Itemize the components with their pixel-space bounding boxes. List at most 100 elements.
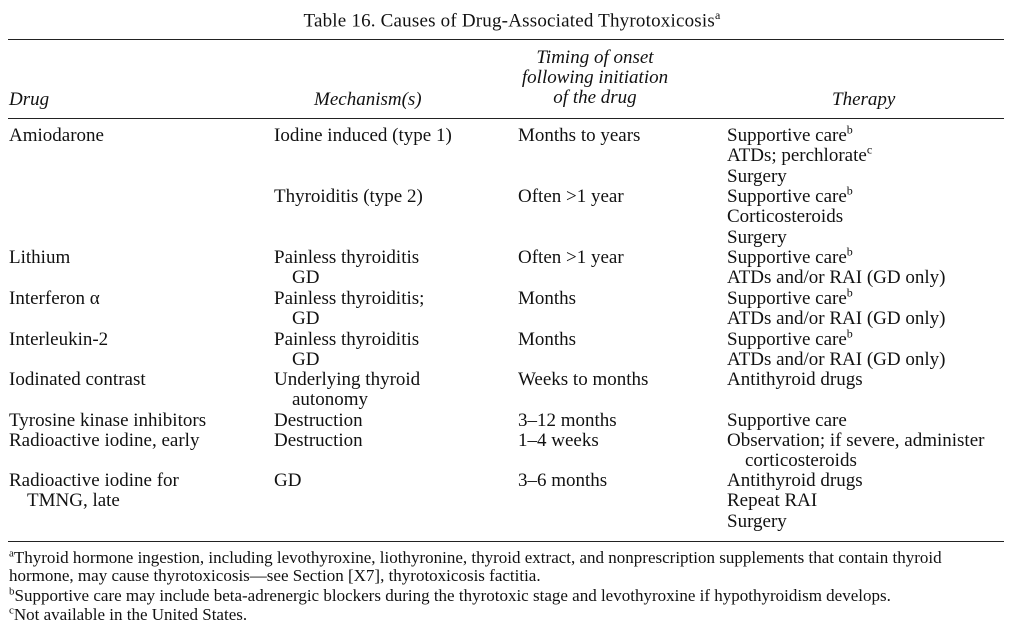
cell-line: Iodine induced (type 1) bbox=[274, 125, 452, 146]
cell-mechanism: Painless thyroiditis; GD bbox=[274, 288, 425, 330]
footnote-mark: b bbox=[846, 326, 853, 341]
cell-line: Months bbox=[518, 288, 577, 309]
table-title-footnote-mark: a bbox=[714, 8, 721, 22]
cell-timing: 3–6 months bbox=[518, 470, 607, 491]
cell-line: ATDs; perchloratec bbox=[727, 143, 873, 167]
footnote-text: Supportive care may include beta-adrener… bbox=[14, 586, 891, 605]
cell-drug: Amiodarone bbox=[9, 125, 104, 146]
header-timing-line: of the drug bbox=[553, 87, 637, 108]
cell-line: Lithium bbox=[9, 247, 71, 268]
cell-drug: Radioactive iodine for TMNG, late bbox=[9, 470, 179, 512]
cell-line: Supportive careb bbox=[727, 183, 853, 207]
cell-therapy: Supportive careb ATDs and/or RAI (GD only… bbox=[727, 285, 945, 330]
cell-text: ATDs; perchlorate bbox=[727, 145, 867, 167]
cell-text: Corticosteroids bbox=[727, 206, 844, 228]
cell-line: Supportive careb bbox=[727, 244, 945, 268]
footnote-mark: c bbox=[866, 143, 873, 158]
cell-mechanism: Iodine induced (type 1) bbox=[274, 125, 452, 146]
cell-line: TMNG, late bbox=[27, 490, 120, 512]
header-drug: Drug bbox=[9, 89, 50, 110]
footnote-text: hormone, may cause thyrotoxicosis—see Se… bbox=[9, 566, 541, 585]
cell-drug: Interferon α bbox=[9, 288, 100, 309]
cell-line: 3–12 months bbox=[518, 410, 617, 431]
footnote-mark: b bbox=[846, 183, 853, 198]
cell-line: Radioactive iodine, early bbox=[9, 430, 200, 451]
cell-drug: Lithium bbox=[9, 247, 71, 268]
cell-therapy: Supportive careb ATDs and/or RAI (GD only… bbox=[727, 244, 945, 289]
cell-line: Radioactive iodine for bbox=[9, 470, 179, 491]
footnote-mark: c bbox=[9, 604, 14, 617]
cell-therapy: Observation; if severe, administer cortic… bbox=[727, 430, 985, 472]
cell-line: Supportive careb bbox=[727, 285, 945, 309]
cell-mechanism: Destruction bbox=[274, 430, 363, 451]
cell-timing: Months to years bbox=[518, 125, 641, 146]
footnote-mark: b bbox=[846, 122, 853, 137]
cell-therapy: Antithyroid drugs bbox=[727, 369, 863, 390]
cell-line: Supportive careb bbox=[727, 326, 945, 350]
cell-text: Antithyroid drugs bbox=[727, 369, 863, 390]
cell-line: Antithyroid drugs bbox=[727, 470, 863, 491]
header-timing-line: Timing of onset bbox=[536, 47, 654, 68]
cell-line: Destruction bbox=[274, 410, 363, 431]
cell-therapy: Supportive careb Corticosteroids Surgery bbox=[727, 183, 853, 248]
cell-line: ATDs and/or RAI (GD only) bbox=[727, 268, 945, 288]
footnote: bSupportive care may include beta-adrene… bbox=[9, 585, 1009, 605]
top-rule bbox=[8, 39, 1004, 40]
cell-timing: Often >1 year bbox=[518, 186, 624, 207]
cell-line: Tyrosine kinase inhibitors bbox=[9, 410, 207, 431]
cell-mechanism: Painless thyroiditis GD bbox=[274, 329, 420, 371]
footnote-mark: b bbox=[9, 585, 15, 598]
header-timing-line: following initiation bbox=[521, 67, 669, 88]
cell-therapy: Supportive care bbox=[727, 410, 847, 431]
cell-line: Destruction bbox=[274, 430, 363, 451]
cell-line: Supportive care bbox=[727, 410, 847, 431]
cell-text: Antithyroid drugs bbox=[727, 470, 863, 491]
cell-line: 1–4 weeks bbox=[518, 430, 599, 451]
cell-line: Underlying thyroid bbox=[274, 369, 421, 390]
cell-drug: Interleukin-2 bbox=[9, 329, 109, 350]
cell-line: Amiodarone bbox=[9, 125, 104, 146]
cell-text: Supportive care bbox=[727, 410, 847, 431]
footnote-mark: b bbox=[846, 285, 853, 300]
cell-mechanism: Painless thyroiditis GD bbox=[274, 247, 419, 289]
table-title: Table 16. Causes of Drug-Associated Thyr… bbox=[0, 8, 1024, 32]
header-timing: Timing of onset following initiation of … bbox=[505, 48, 685, 108]
cell-text: Surgery bbox=[727, 226, 787, 248]
cell-text: Supportive care bbox=[727, 186, 847, 207]
cell-text: Supportive care bbox=[727, 329, 847, 350]
cell-line: Months bbox=[518, 329, 577, 350]
footnote-mark: a bbox=[9, 547, 14, 560]
cell-line: Surgery bbox=[727, 510, 863, 532]
cell-line: Interferon α bbox=[9, 288, 100, 309]
cell-drug: Radioactive iodine, early bbox=[9, 430, 200, 451]
cell-text: Supportive care bbox=[727, 247, 847, 268]
cell-text: Repeat RAI bbox=[727, 490, 818, 512]
cell-line: Painless thyroiditis bbox=[274, 329, 420, 350]
cell-line: Interleukin-2 bbox=[9, 329, 109, 350]
cell-timing: Often >1 year bbox=[518, 247, 624, 268]
cell-line: Painless thyroiditis; bbox=[274, 288, 425, 309]
cell-mechanism: Underlying thyroid autonomy bbox=[274, 369, 421, 411]
cell-drug: Iodinated contrast bbox=[9, 369, 146, 390]
cell-line: Supportive careb bbox=[727, 122, 872, 146]
footnote-mark: b bbox=[846, 244, 853, 259]
cell-line: Thyroiditis (type 2) bbox=[274, 186, 423, 207]
cell-therapy: Supportive careb ATDs; perchloratec Surger… bbox=[727, 122, 873, 187]
header-mechanism: Mechanism(s) bbox=[314, 89, 422, 110]
cell-text: Observation; if severe, administer bbox=[727, 430, 985, 451]
cell-text: corticosteroids bbox=[745, 450, 857, 472]
cell-text: Surgery bbox=[727, 165, 787, 187]
footnote: cNot available in the United States. bbox=[9, 604, 1009, 624]
cell-mechanism: Destruction bbox=[274, 410, 363, 431]
cell-line: Surgery bbox=[727, 165, 872, 187]
cell-text: Supportive care bbox=[727, 125, 847, 146]
cell-timing: 3–12 months bbox=[518, 410, 617, 431]
cell-timing: 1–4 weeks bbox=[518, 430, 599, 451]
cell-line: ATDs and/or RAI (GD only) bbox=[727, 309, 945, 329]
cell-text: Surgery bbox=[727, 510, 787, 532]
footnote-text: Not available in the United States. bbox=[13, 605, 248, 624]
cell-timing: Weeks to months bbox=[518, 369, 648, 390]
cell-line: Months to years bbox=[518, 125, 641, 146]
bottom-rule bbox=[8, 541, 1004, 542]
cell-text: Supportive care bbox=[727, 288, 847, 309]
